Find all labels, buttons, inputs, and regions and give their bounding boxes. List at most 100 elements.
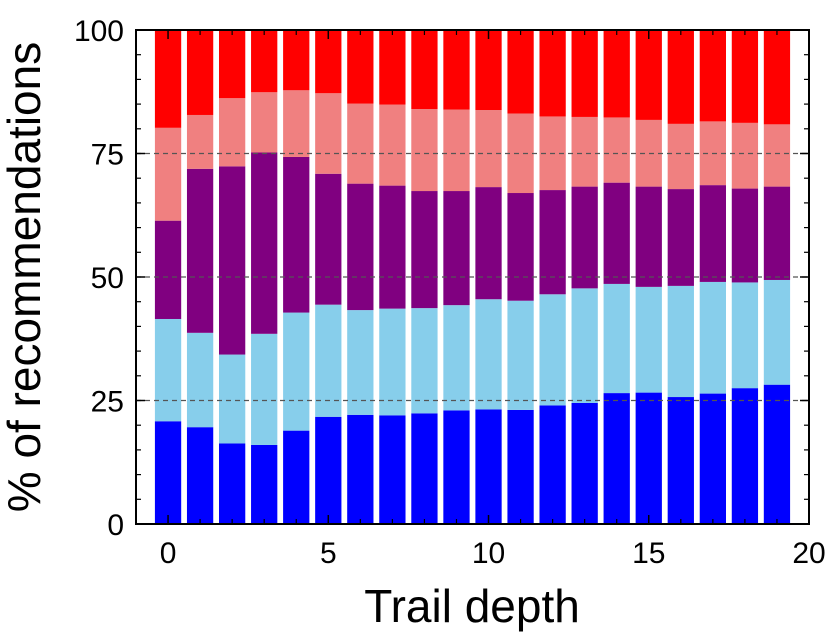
x-tick-label: 5 <box>320 537 337 570</box>
bar-skyblue-depth-4 <box>283 312 310 431</box>
bar-purple-depth-6 <box>347 183 374 311</box>
bar-lightcoral-depth-14 <box>603 117 630 183</box>
bar-blue-depth-6 <box>347 414 374 524</box>
bar-skyblue-depth-8 <box>411 308 438 414</box>
bar-lightcoral-depth-19 <box>763 124 791 187</box>
bar-lightcoral-depth-4 <box>283 90 310 157</box>
bar-red-depth-12 <box>539 30 566 117</box>
bar-lightcoral-depth-6 <box>347 103 374 184</box>
bar-lightcoral-depth-1 <box>186 114 214 169</box>
bar-red-depth-10 <box>475 30 502 111</box>
bar-blue-depth-5 <box>315 416 342 524</box>
bar-blue-depth-7 <box>379 415 406 524</box>
y-tick-label: 0 <box>107 509 124 542</box>
y-tick-label: 50 <box>91 262 124 295</box>
bar-blue-depth-3 <box>251 444 278 524</box>
x-axis-title: Trail depth <box>364 580 580 632</box>
bar-purple-depth-5 <box>315 173 342 305</box>
bar-purple-depth-16 <box>667 189 694 286</box>
y-tick-label: 75 <box>91 139 124 172</box>
x-tick-label: 0 <box>160 537 177 570</box>
bar-blue-depth-18 <box>731 388 759 524</box>
bar-red-depth-5 <box>315 30 342 94</box>
bar-red-depth-8 <box>411 30 438 110</box>
bar-purple-depth-7 <box>379 185 406 309</box>
bar-lightcoral-depth-9 <box>443 109 470 192</box>
bar-red-depth-7 <box>379 30 406 105</box>
bar-lightcoral-depth-0 <box>154 127 182 221</box>
bar-skyblue-depth-1 <box>186 332 214 428</box>
bar-lightcoral-depth-3 <box>251 92 278 153</box>
bar-purple-depth-19 <box>763 186 791 280</box>
bar-blue-depth-8 <box>411 413 438 524</box>
bar-red-depth-6 <box>347 30 374 104</box>
bar-purple-depth-2 <box>219 166 246 355</box>
bar-blue-depth-10 <box>475 409 502 524</box>
bar-skyblue-depth-16 <box>667 285 694 398</box>
bar-red-depth-11 <box>507 30 534 114</box>
bar-blue-depth-14 <box>603 393 630 524</box>
bar-skyblue-depth-0 <box>154 318 182 422</box>
bar-red-depth-2 <box>219 30 246 99</box>
bar-skyblue-depth-9 <box>443 305 470 411</box>
bar-blue-depth-19 <box>763 384 791 524</box>
bar-blue-depth-1 <box>186 427 214 524</box>
bar-skyblue-depth-12 <box>539 294 566 406</box>
bar-lightcoral-depth-10 <box>475 110 502 188</box>
bar-purple-depth-4 <box>283 156 310 313</box>
bar-lightcoral-depth-16 <box>667 123 694 190</box>
bar-layer <box>154 30 791 524</box>
bar-lightcoral-depth-13 <box>571 116 598 187</box>
bar-blue-depth-12 <box>539 405 566 524</box>
bar-purple-depth-10 <box>475 187 502 300</box>
bar-red-depth-13 <box>571 30 598 117</box>
bar-purple-depth-0 <box>154 220 182 319</box>
bar-skyblue-depth-11 <box>507 300 534 410</box>
bar-blue-depth-11 <box>507 409 534 524</box>
bar-purple-depth-1 <box>186 168 214 333</box>
bar-red-depth-14 <box>603 30 630 118</box>
y-axis-title: % of recommendations <box>0 42 50 512</box>
y-tick-label: 25 <box>91 386 124 419</box>
bar-blue-depth-16 <box>667 397 694 524</box>
bar-blue-depth-4 <box>283 430 310 524</box>
bar-lightcoral-depth-15 <box>635 119 662 187</box>
bar-skyblue-depth-6 <box>347 310 374 415</box>
bar-red-depth-18 <box>731 30 759 123</box>
tick-labels: 0 5 10 15 20 0 25 50 75 100 <box>74 15 826 570</box>
bar-purple-depth-9 <box>443 191 470 306</box>
bar-red-depth-17 <box>699 30 726 122</box>
bar-skyblue-depth-2 <box>219 354 246 444</box>
x-tick-label: 15 <box>632 537 665 570</box>
bar-red-depth-1 <box>186 30 214 115</box>
bar-purple-depth-15 <box>635 186 662 287</box>
bar-red-depth-16 <box>667 30 694 124</box>
bar-lightcoral-depth-2 <box>219 98 246 167</box>
bar-skyblue-depth-17 <box>699 281 726 394</box>
bar-skyblue-depth-10 <box>475 299 502 410</box>
bar-skyblue-depth-14 <box>603 283 630 394</box>
bar-blue-depth-2 <box>219 443 246 524</box>
bar-lightcoral-depth-7 <box>379 104 406 186</box>
bar-lightcoral-depth-8 <box>411 109 438 192</box>
bar-purple-depth-3 <box>251 152 278 334</box>
x-tick-label: 10 <box>472 537 505 570</box>
bar-blue-depth-13 <box>571 402 598 524</box>
bar-red-depth-9 <box>443 30 470 110</box>
bar-purple-depth-13 <box>571 186 598 289</box>
bar-purple-depth-8 <box>411 191 438 309</box>
bar-blue-depth-0 <box>154 421 182 524</box>
bar-blue-depth-15 <box>635 392 662 524</box>
bar-blue-depth-17 <box>699 393 726 524</box>
bar-red-depth-4 <box>283 30 310 91</box>
gridlines <box>136 152 809 402</box>
bar-purple-depth-17 <box>699 185 726 282</box>
bar-lightcoral-depth-18 <box>731 122 759 189</box>
bar-purple-depth-18 <box>731 188 759 283</box>
bar-skyblue-depth-15 <box>635 286 662 393</box>
bar-purple-depth-14 <box>603 182 630 284</box>
x-tick-label: 20 <box>792 537 825 570</box>
bar-skyblue-depth-5 <box>315 304 342 417</box>
bar-red-depth-3 <box>251 30 278 93</box>
